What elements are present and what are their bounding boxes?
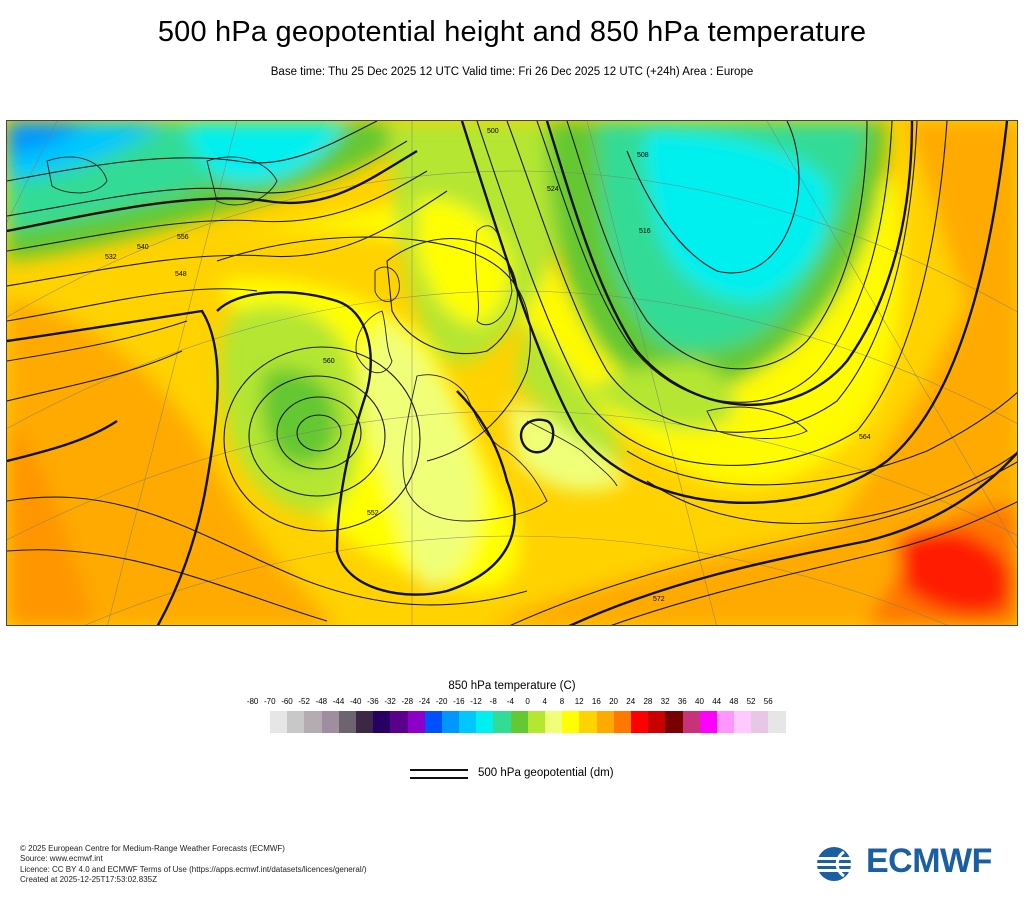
legend-tick-label: -32 (384, 697, 396, 706)
chart-subtitle: Base time: Thu 25 Dec 2025 12 UTC Valid … (270, 66, 754, 78)
legend-swatch (373, 711, 391, 733)
legend-colorbar (270, 711, 786, 733)
legend-tick-label: -60 (281, 697, 293, 706)
legend-tick-label: 4 (542, 697, 547, 706)
legend-swatch (699, 711, 717, 733)
legend-swatch (527, 711, 545, 733)
legend-swatch (665, 711, 683, 733)
legend-swatch (476, 711, 494, 733)
legend-swatch (287, 711, 305, 733)
footer-credits: © 2025 European Centre for Medium-Range … (20, 844, 367, 885)
legend-swatch (716, 711, 735, 733)
legend-tick-label: 12 (574, 697, 584, 706)
legend-swatch (390, 711, 408, 733)
legend-ticks: -80 -70 -60 -52 -48 -44 -40 -36 -32 -28 -24 -20 -16-… (244, 697, 777, 709)
legend-swatch (579, 711, 597, 733)
legend-tick-label: -4 (506, 697, 514, 706)
legend-swatch (613, 711, 631, 733)
legend-tick-label: 48 (729, 697, 739, 706)
legend-tick-label: -8 (489, 697, 497, 706)
legend-tick-label: 20 (609, 697, 618, 706)
legend-tick-label: -16 (453, 697, 465, 706)
legend-tick-label: 36 (677, 697, 687, 706)
geopotential-line-symbol (410, 768, 468, 779)
legend-swatch (630, 711, 649, 733)
legend-swatch (596, 711, 614, 733)
legend-tick-label: 28 (643, 697, 653, 706)
created-line: Created at 2025-12-25T17:53:02.835Z (20, 874, 157, 884)
legend-swatch (648, 711, 666, 733)
legend-tick-label: 16 (591, 697, 601, 706)
geopotential-legend-label: 500 hPa geopotential (dm) (478, 767, 614, 779)
map-svg: 500 508 516 524 532 540 548 556 560 552 … (7, 121, 1017, 625)
legend-tick-label: -36 (367, 697, 379, 706)
contour-label: 548 (175, 271, 187, 278)
legend-tick-label: 24 (626, 697, 636, 706)
contour-label: 524 (547, 186, 559, 193)
legend-swatch (424, 711, 442, 733)
chart-title: 500 hPa geopotential height and 850 hPa … (157, 16, 867, 48)
legend-swatch (562, 711, 580, 733)
contour-label: 564 (859, 434, 871, 441)
legend-swatch (493, 711, 511, 733)
ecmwf-logo-text: ECMWF (866, 842, 992, 880)
contour-label: 552 (367, 510, 379, 517)
legend-tick-label: -44 (332, 697, 345, 706)
legend-tick-label: -20 (435, 697, 448, 706)
legend-swatch (768, 711, 786, 733)
licence-line: Licence: CC BY 4.0 and ECMWF Terms of Us… (20, 864, 367, 874)
contour-label: 516 (639, 228, 651, 235)
legend-tick-label: 44 (712, 697, 722, 706)
legend-swatch (441, 711, 460, 733)
forecast-map: 500 508 516 524 532 540 548 556 560 552 … (6, 120, 1018, 626)
ecmwf-logo-icon (817, 847, 851, 881)
legend-tick-label: 32 (660, 697, 670, 706)
legend-swatch (407, 711, 425, 733)
contour-label: 500 (487, 128, 499, 135)
legend-swatch (734, 711, 752, 733)
legend-tick-label: -48 (315, 697, 328, 706)
legend-swatch (751, 711, 769, 733)
contour-label: 556 (177, 234, 189, 241)
legend-tick-label: 40 (695, 697, 704, 706)
contour-label: 508 (637, 152, 649, 159)
legend-swatch (459, 711, 477, 733)
contour-label: 560 (323, 358, 335, 365)
legend-swatch (321, 711, 339, 733)
legend-tick-label: 8 (559, 697, 565, 706)
contour-labels: 500 508 516 524 532 540 548 556 560 552 … (105, 128, 871, 603)
legend-tick-label: -80 (246, 697, 259, 706)
legend-tick-label: -12 (470, 697, 482, 706)
source-line: Source: www.ecmwf.int (20, 854, 103, 864)
legend-tick-label: 52 (746, 697, 756, 706)
legend-swatch (682, 711, 700, 733)
legend-swatch (270, 711, 288, 733)
legend-tick-label: -40 (349, 697, 362, 706)
copyright-line: © 2025 European Centre for Medium-Range … (20, 844, 285, 853)
legend-tick-label: 0 (525, 697, 530, 706)
legend-swatch (545, 711, 563, 733)
legend-tick-label: -70 (264, 697, 276, 706)
legend-tick-label: 56 (763, 697, 773, 706)
legend-swatch (510, 711, 528, 733)
legend-tick-label: -24 (418, 697, 431, 706)
contour-label: 532 (105, 254, 117, 261)
legend-swatch (355, 711, 374, 733)
legend-tick-label: -52 (298, 697, 310, 706)
legend-swatch (338, 711, 356, 733)
contour-label: 540 (137, 244, 149, 251)
legend-swatch (304, 711, 322, 733)
contour-label: 572 (653, 596, 665, 603)
geopotential-contours-major (7, 121, 1017, 625)
legend-tick-label: -28 (401, 697, 414, 706)
legend-title: 850 hPa temperature (C) (448, 680, 576, 692)
geopotential-contours (7, 121, 1017, 625)
